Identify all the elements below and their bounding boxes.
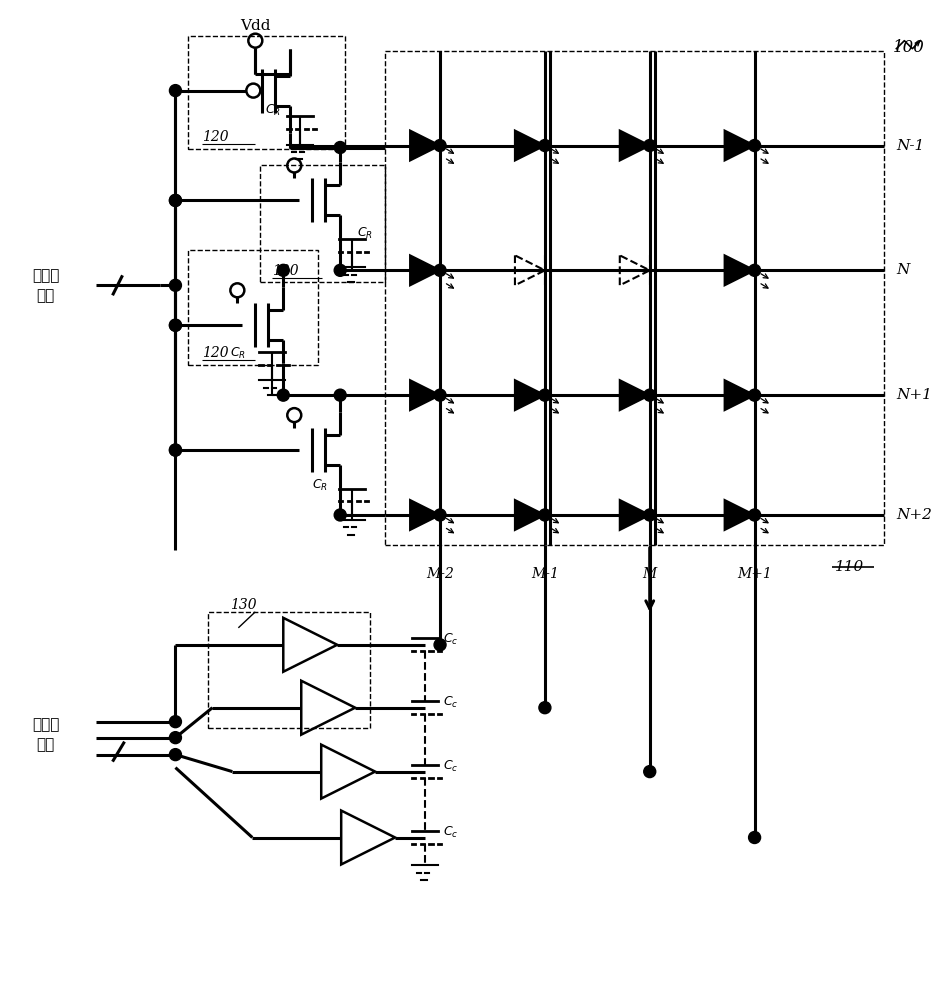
Circle shape [170, 749, 181, 761]
Circle shape [170, 732, 181, 744]
Text: $C_R$: $C_R$ [357, 226, 373, 241]
Text: $C_c$: $C_c$ [443, 695, 458, 710]
Circle shape [277, 264, 289, 276]
Polygon shape [515, 131, 545, 160]
Text: 130: 130 [231, 598, 257, 612]
Text: 列操作
訊號: 列操作 訊號 [32, 268, 60, 303]
Circle shape [170, 444, 181, 456]
Circle shape [434, 389, 446, 401]
Circle shape [170, 194, 181, 206]
Polygon shape [725, 380, 754, 410]
Polygon shape [410, 500, 440, 530]
Text: $C_R$: $C_R$ [266, 103, 281, 118]
Text: 120: 120 [202, 130, 229, 144]
Circle shape [277, 389, 289, 401]
Circle shape [170, 716, 181, 728]
Circle shape [334, 142, 346, 154]
Circle shape [749, 389, 760, 401]
Text: 100: 100 [892, 39, 924, 56]
Polygon shape [410, 380, 440, 410]
Polygon shape [725, 131, 754, 160]
Text: 120: 120 [202, 346, 229, 360]
Circle shape [434, 639, 446, 651]
Circle shape [334, 389, 346, 401]
Text: $C_c$: $C_c$ [443, 759, 458, 774]
Circle shape [170, 319, 181, 331]
Circle shape [749, 140, 760, 152]
Circle shape [539, 509, 550, 521]
Circle shape [170, 279, 181, 291]
Circle shape [170, 85, 181, 97]
Text: N+2: N+2 [897, 508, 932, 522]
Circle shape [170, 319, 181, 331]
Circle shape [539, 702, 550, 714]
Text: N+1: N+1 [897, 388, 932, 402]
Circle shape [170, 444, 181, 456]
Text: $C_c$: $C_c$ [443, 632, 458, 647]
Polygon shape [620, 131, 650, 160]
Polygon shape [620, 500, 650, 530]
Circle shape [749, 264, 760, 276]
Circle shape [539, 140, 550, 152]
Circle shape [643, 766, 656, 778]
Text: M-2: M-2 [426, 567, 454, 581]
Text: 120: 120 [272, 264, 299, 278]
Polygon shape [515, 500, 545, 530]
Polygon shape [515, 380, 545, 410]
Text: N-1: N-1 [897, 139, 924, 153]
Polygon shape [725, 255, 754, 285]
Text: 110: 110 [834, 560, 864, 574]
Circle shape [643, 140, 656, 152]
Circle shape [643, 389, 656, 401]
Text: Vdd: Vdd [240, 19, 270, 33]
Polygon shape [620, 380, 650, 410]
Text: M: M [642, 567, 657, 581]
Text: $C_R$: $C_R$ [231, 346, 247, 361]
Polygon shape [410, 131, 440, 160]
Text: 行操作
訊號: 行操作 訊號 [32, 717, 60, 752]
Polygon shape [410, 255, 440, 285]
Circle shape [170, 194, 181, 206]
Circle shape [434, 509, 446, 521]
Text: M-1: M-1 [530, 567, 559, 581]
Polygon shape [725, 500, 754, 530]
Text: N: N [897, 263, 910, 277]
Text: M+1: M+1 [737, 567, 772, 581]
Circle shape [749, 509, 760, 521]
Circle shape [539, 389, 550, 401]
Text: $C_c$: $C_c$ [443, 825, 458, 840]
Circle shape [334, 509, 346, 521]
Circle shape [334, 264, 346, 276]
Circle shape [434, 140, 446, 152]
Circle shape [643, 509, 656, 521]
Circle shape [749, 832, 760, 843]
Text: $C_R$: $C_R$ [312, 477, 328, 493]
Circle shape [434, 264, 446, 276]
